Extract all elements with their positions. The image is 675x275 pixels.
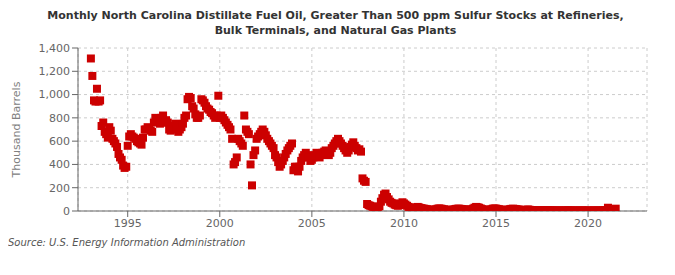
svg-text:2015: 2015 xyxy=(482,217,510,230)
html-text:Monthly North Carolina Distill: Monthly North Carolina Distillate Fuel O… xyxy=(47,9,624,22)
svg-text:600: 600 xyxy=(49,135,70,148)
svg-text:200: 200 xyxy=(49,182,70,195)
svg-text:2020: 2020 xyxy=(574,217,602,230)
svg-text:400: 400 xyxy=(49,158,70,171)
svg-text:1,400: 1,400 xyxy=(39,42,71,55)
svg-text:2010: 2010 xyxy=(390,217,418,230)
svg-text:2005: 2005 xyxy=(298,217,326,230)
html-text:Bulk Terminals, and Natural Ga: Bulk Terminals, and Natural Gas Plants xyxy=(214,24,457,37)
svg-text:800: 800 xyxy=(49,112,70,125)
svg-text:1,200: 1,200 xyxy=(39,65,71,78)
svg-text:1995: 1995 xyxy=(114,217,142,230)
svg-text:0: 0 xyxy=(63,205,70,218)
svg-text:Thousand Barrels: Thousand Barrels xyxy=(10,81,23,178)
svg-text:1,000: 1,000 xyxy=(39,88,71,101)
svg-text:2000: 2000 xyxy=(206,217,234,230)
html-text:Source: U.S. Energy Informatio: Source: U.S. Energy Information Administ… xyxy=(8,237,246,248)
